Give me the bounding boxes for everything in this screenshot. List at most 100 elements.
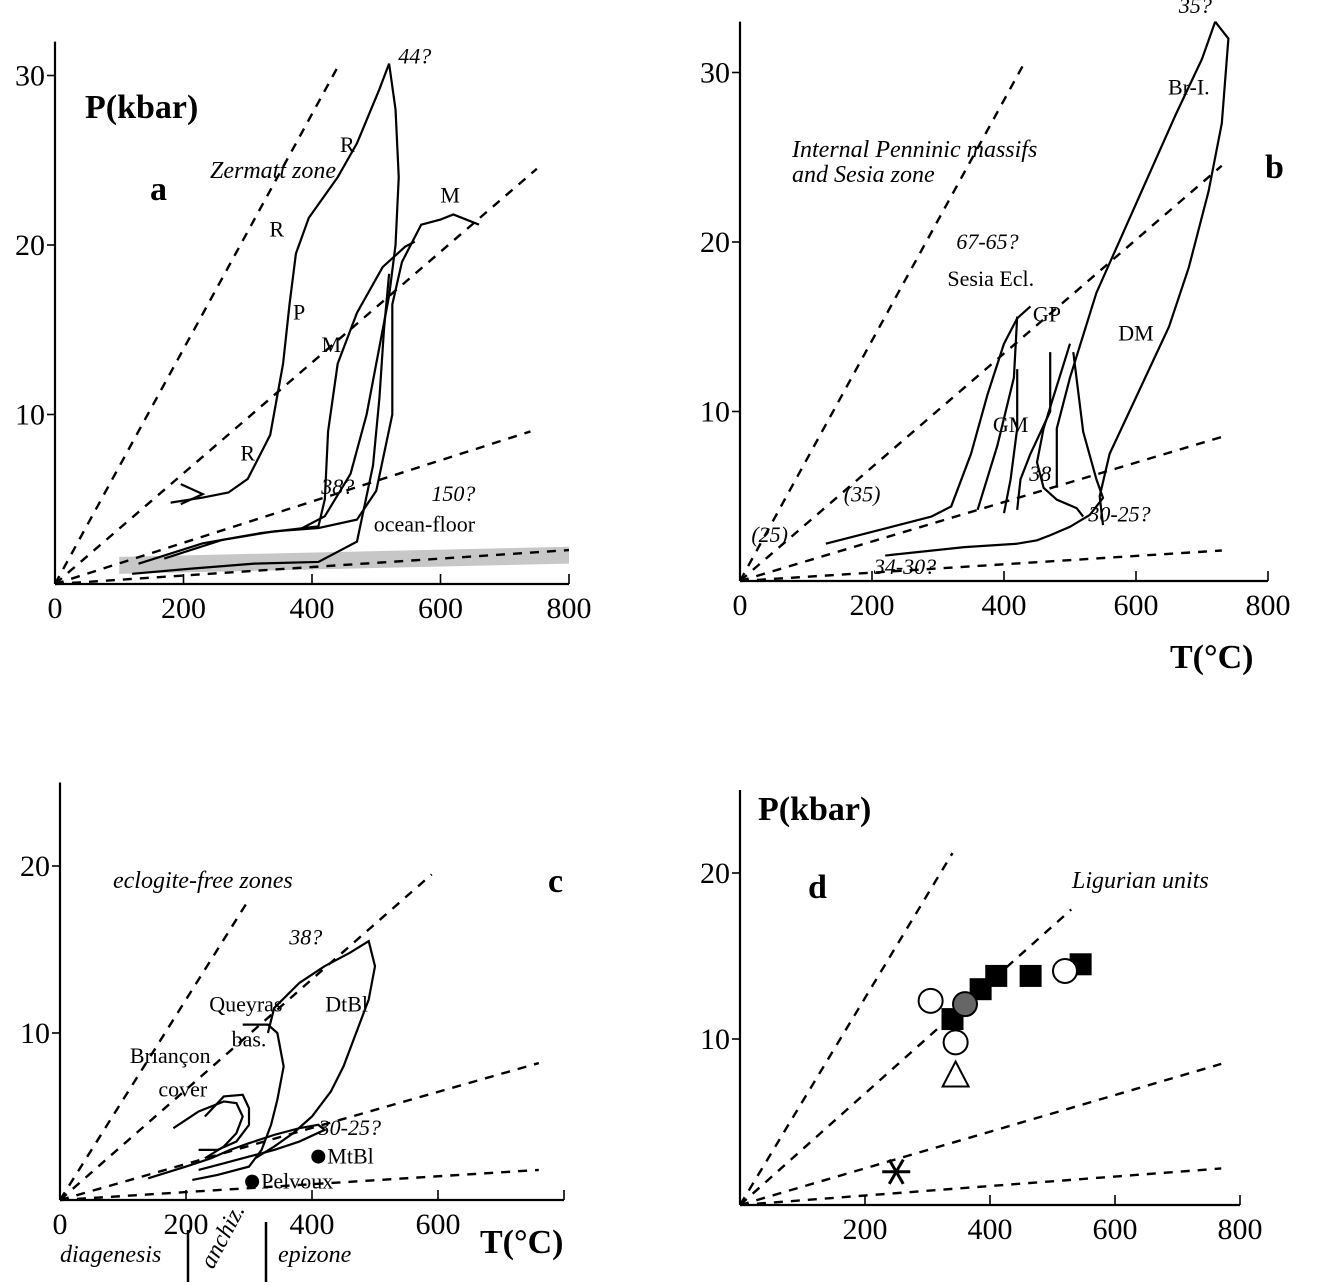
locality-point	[245, 1174, 260, 1189]
pt-path-line	[163, 213, 480, 560]
pt-path-line	[1098, 20, 1230, 526]
triangle-marker	[940, 1059, 971, 1088]
geotherm-line	[54, 430, 531, 586]
panel-d: 200 400 600 800 10 20 d P(kbar) Ligurian units	[700, 790, 1263, 1246]
pt-path-line	[254, 939, 377, 1160]
open-circle-marker	[917, 987, 944, 1014]
pt-path-line	[147, 1123, 327, 1180]
panel-letter: a	[150, 171, 167, 208]
curve-label: cover	[158, 1076, 208, 1101]
pt-path-line	[1055, 21, 1217, 488]
path-arrow	[180, 483, 206, 506]
panel-b: 0 200 400 600 800 10 20 30 Br-I. Sesia Ecl. GP DM GM…	[700, 0, 1291, 676]
facies-label-diagenesis: diagenesis	[60, 1242, 161, 1268]
panel-letter: b	[1265, 149, 1284, 186]
pt-path-line	[825, 305, 1032, 545]
y-tick-label: 10	[15, 399, 45, 432]
locality-point	[311, 1149, 326, 1164]
pt-path-line	[1016, 352, 1052, 510]
age-annotation: 30-25?	[1087, 502, 1150, 527]
y-axis-title: P(kbar)	[758, 791, 871, 828]
y-axis-title: P(kbar)	[85, 89, 198, 126]
x-tick-label: 800	[547, 592, 592, 625]
age-annotation: 150?	[431, 481, 475, 506]
y-tick-label: 20	[20, 850, 50, 883]
age-annotation: (35)	[844, 481, 881, 506]
y-tick-label: 30	[15, 60, 45, 93]
y-tick-label: 10	[20, 1017, 50, 1050]
geotherm-line	[54, 548, 570, 586]
grey-circle-marker	[952, 991, 978, 1018]
curve-label: Briançon	[130, 1043, 211, 1068]
age-annotation: 38?	[288, 924, 322, 949]
geotherm-line	[54, 167, 538, 585]
curve-label: R	[269, 217, 284, 242]
x-tick-label: 200	[843, 1213, 888, 1246]
zone-title: Zermatt zone	[210, 158, 336, 184]
pt-path-line	[976, 316, 1019, 511]
x-tick-label: 200	[161, 592, 206, 625]
curve-label: R	[240, 440, 255, 465]
pt-path-line	[132, 273, 391, 575]
asterisk-marker	[887, 1158, 905, 1185]
geotherm-line	[739, 908, 1073, 1206]
geotherm-line	[59, 873, 433, 1201]
x-axis-title: T(°C)	[480, 1224, 563, 1261]
curve-label: DtBl	[325, 991, 368, 1016]
age-annotation: (25)	[751, 522, 788, 547]
open-circle-marker	[942, 1029, 969, 1056]
x-tick-label: 600	[1093, 1213, 1138, 1246]
pt-path-line	[885, 352, 1105, 557]
curve-label: Sesia Ecl.	[947, 266, 1034, 291]
curve-label: Queyras	[209, 991, 282, 1016]
x-tick-label: 200	[850, 589, 895, 622]
square-marker	[1019, 964, 1042, 987]
pt-path-line	[138, 240, 416, 565]
y-tick-label: 20	[700, 226, 730, 259]
curve-label: R	[340, 132, 355, 157]
curve-label: Br-I.	[1168, 75, 1210, 100]
band-label: ocean-floor	[374, 511, 476, 536]
pt-path-line	[172, 1100, 244, 1160]
curve-label: GM	[993, 412, 1028, 437]
geotherm-line	[739, 164, 1223, 582]
x-tick-label: 200	[164, 1208, 209, 1241]
curve-label: GP	[1033, 302, 1061, 327]
square-marker	[985, 964, 1008, 987]
locality-label: Pelvoux	[261, 1169, 333, 1194]
x-tick-label: 800	[1246, 589, 1291, 622]
age-annotation: 34-30?	[873, 554, 936, 579]
age-annotation: 38?	[320, 474, 354, 499]
x-tick-label: 0	[53, 1208, 68, 1241]
curve-label: DM	[1118, 320, 1153, 345]
x-tick-label: 0	[48, 592, 63, 625]
age-annotation: 44?	[398, 44, 431, 69]
zone-title: Internal Penninic massifs	[791, 137, 1037, 163]
age-annotation: 35?	[1178, 0, 1212, 18]
geotherm-line	[53, 66, 339, 585]
y-tick-label: 30	[700, 57, 730, 90]
x-axis-title: T(°C)	[1170, 639, 1253, 676]
pt-path-line	[170, 63, 400, 531]
zone-title: Ligurian units	[1071, 868, 1209, 894]
geotherm-line	[738, 852, 954, 1206]
age-annotation: 30-25?	[318, 1115, 381, 1140]
locality-label: MtBl	[327, 1144, 373, 1169]
x-tick-label: 800	[1218, 1213, 1263, 1246]
pt-path-line	[1035, 343, 1085, 518]
geotherm-line	[739, 549, 1222, 583]
curve-label: bas.	[232, 1026, 267, 1051]
age-annotation: 38	[1028, 461, 1051, 486]
curve-label: M	[440, 183, 460, 208]
pt-path-line	[192, 1023, 285, 1182]
panel-letter: c	[548, 863, 563, 900]
curve-label: P	[293, 300, 305, 325]
y-tick-label: 20	[700, 857, 730, 890]
ocean-floor-band	[119, 546, 569, 574]
geotherm-line	[59, 1168, 539, 1202]
x-tick-label: 600	[416, 1208, 461, 1241]
x-tick-label: 600	[418, 592, 463, 625]
geotherm-line	[738, 63, 1025, 582]
